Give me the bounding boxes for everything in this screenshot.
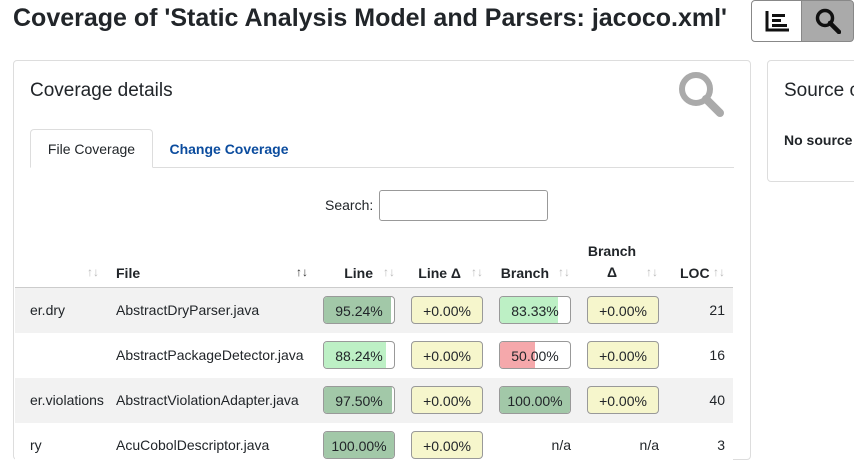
coverage-fill xyxy=(324,387,393,413)
cell-value: +0.00% xyxy=(599,303,647,319)
column-header[interactable]: File xyxy=(116,265,141,281)
cell-value: +0.00% xyxy=(423,438,471,454)
search-button[interactable] xyxy=(801,0,854,42)
cell-value: 100.00% xyxy=(331,438,387,454)
file-cell: AbstractPackageDetector.java xyxy=(116,347,304,363)
cell-value: 95.24% xyxy=(335,303,383,319)
coverage-bar: 83.33% xyxy=(499,296,571,324)
cell-value: 88.24% xyxy=(335,348,383,364)
delta-badge: +0.00% xyxy=(411,386,483,414)
loc-cell: 21 xyxy=(709,302,725,318)
cell-value: 50.00% xyxy=(511,348,559,364)
package-cell: er.violations xyxy=(30,392,104,408)
chart-button[interactable] xyxy=(751,0,802,42)
sort-arrow: ↑↓ xyxy=(713,265,725,279)
sort-arrow: ↑↓ xyxy=(471,265,483,279)
file-cell: AbstractViolationAdapter.java xyxy=(116,392,299,408)
na-cell: n/a xyxy=(639,437,659,453)
delta-badge: +0.00% xyxy=(587,386,659,414)
cell-value: +0.00% xyxy=(423,348,471,364)
page-title: Coverage of 'Static Analysis Model and P… xyxy=(13,4,727,32)
coverage-fill xyxy=(324,297,391,323)
coverage-fill xyxy=(500,387,570,413)
delta-badge: +0.00% xyxy=(411,341,483,369)
source-card xyxy=(767,60,854,182)
coverage-fill xyxy=(500,297,559,323)
file-cell: AbstractDryParser.java xyxy=(116,302,260,318)
column-header[interactable]: Line Δ xyxy=(418,265,461,281)
search-icon xyxy=(815,8,841,34)
package-cell: ry xyxy=(30,437,42,453)
sort-arrow: ↑↓ xyxy=(296,265,308,279)
sort-arrow: ↑↓ xyxy=(87,265,99,279)
coverage-bar: 95.24% xyxy=(323,296,395,324)
package-cell: er.dry xyxy=(30,302,66,318)
loc-cell: 3 xyxy=(717,437,725,453)
sort-arrow: ↑↓ xyxy=(646,265,658,279)
tab-divider xyxy=(30,167,734,168)
page: Coverage of 'Static Analysis Model and P… xyxy=(13,0,854,460)
delta-badge: +0.00% xyxy=(587,341,659,369)
sort-arrow: ↑↓ xyxy=(558,265,570,279)
sort-arrow: ↑↓ xyxy=(383,265,395,279)
cell-value: +0.00% xyxy=(599,348,647,364)
cell-value: +0.00% xyxy=(423,303,471,319)
source-text: No source xyxy=(784,132,853,148)
column-header[interactable]: Branch xyxy=(500,265,549,281)
coverage-bar: 88.24% xyxy=(323,341,395,369)
coverage-bar: 100.00% xyxy=(499,386,571,414)
card-search-icon xyxy=(679,72,724,117)
cell-value: 83.33% xyxy=(511,303,559,319)
card-title: Coverage details xyxy=(30,80,173,101)
cell-value: 100.00% xyxy=(507,393,563,409)
column-header[interactable]: Branch Δ xyxy=(587,243,637,280)
file-cell: AcuCobolDescriptor.java xyxy=(116,437,270,453)
coverage-fill xyxy=(324,342,386,368)
delta-badge: +0.00% xyxy=(411,296,483,324)
coverage-bar: 97.50% xyxy=(323,386,395,414)
loc-cell: 40 xyxy=(709,392,725,408)
coverage-fill xyxy=(500,342,535,368)
na-cell: n/a xyxy=(551,437,571,453)
delta-badge: +0.00% xyxy=(587,296,659,324)
tab[interactable]: Change Coverage xyxy=(169,140,289,157)
chart-icon xyxy=(765,11,789,32)
cell-value: 97.50% xyxy=(335,393,383,409)
source-title: Source c xyxy=(784,80,854,101)
cell-value: +0.00% xyxy=(599,393,647,409)
delta-badge: +0.00% xyxy=(411,431,483,459)
tab-active[interactable]: File Coverage xyxy=(30,129,153,168)
column-header[interactable]: Line xyxy=(344,265,373,281)
loc-cell: 16 xyxy=(709,347,725,363)
column-header[interactable]: LOC xyxy=(680,265,710,281)
search-input[interactable] xyxy=(379,190,548,221)
cell-value: +0.00% xyxy=(423,393,471,409)
coverage-bar: 100.00% xyxy=(323,431,395,459)
search-label: Search: xyxy=(325,197,374,213)
coverage-bar: 50.00% xyxy=(499,341,571,369)
header-divider xyxy=(15,287,733,288)
